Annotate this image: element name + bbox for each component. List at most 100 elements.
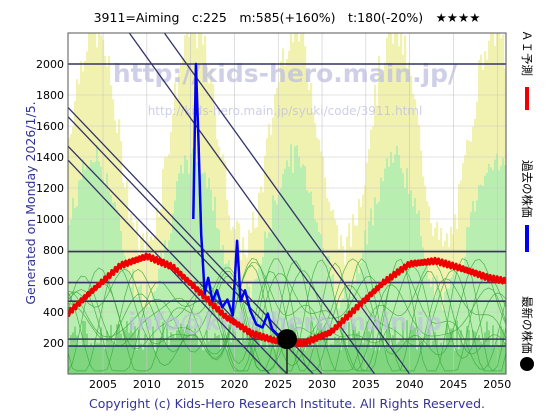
band-segment xyxy=(498,170,501,345)
band-segment xyxy=(382,336,385,374)
band-segment xyxy=(196,336,199,374)
band-segment xyxy=(478,334,481,374)
band-segment xyxy=(462,344,465,374)
band-segment xyxy=(100,327,103,374)
band-segment xyxy=(340,235,343,301)
band-segment xyxy=(376,105,379,204)
band-segment xyxy=(160,209,163,253)
band-segment xyxy=(446,288,449,324)
band-segment xyxy=(178,329,181,374)
x-tick-label: 2030 xyxy=(308,378,336,391)
band-segment xyxy=(98,33,101,162)
band-segment xyxy=(458,184,461,277)
band-segment xyxy=(432,235,435,277)
band-segment xyxy=(420,339,423,374)
band-segment xyxy=(192,148,195,336)
band-segment xyxy=(320,323,323,374)
band-segment xyxy=(384,168,387,350)
band-segment xyxy=(316,222,319,348)
band-segment xyxy=(254,279,257,334)
band-segment xyxy=(348,321,351,374)
band-segment xyxy=(278,82,281,195)
band-segment xyxy=(356,332,359,374)
band-segment xyxy=(68,224,71,348)
band-segment xyxy=(72,197,75,333)
band-segment xyxy=(272,117,275,196)
band-segment xyxy=(202,350,205,374)
band-segment xyxy=(116,132,119,210)
band-segment xyxy=(324,177,327,260)
band-segment xyxy=(318,325,321,374)
band-segment xyxy=(94,33,97,162)
band-segment xyxy=(206,67,209,189)
band-segment xyxy=(472,330,475,374)
band-segment xyxy=(348,284,351,322)
band-segment xyxy=(492,325,495,374)
band-segment xyxy=(164,240,167,343)
band-segment xyxy=(470,141,473,213)
band-segment xyxy=(180,65,183,165)
band-segment xyxy=(368,331,371,374)
band-segment xyxy=(332,344,335,374)
y-tick-label: 600 xyxy=(43,275,64,288)
band-segment xyxy=(236,275,239,339)
band-segment xyxy=(138,329,141,374)
band-segment xyxy=(300,341,303,374)
band-segment xyxy=(380,75,383,178)
band-segment xyxy=(208,341,211,374)
band-segment xyxy=(266,237,269,349)
band-segment xyxy=(484,175,487,333)
band-segment xyxy=(104,349,107,374)
band-segment xyxy=(434,332,437,374)
band-segment xyxy=(426,335,429,374)
band-segment xyxy=(322,156,325,248)
band-segment xyxy=(346,348,349,374)
band-segment xyxy=(488,163,491,331)
band-segment xyxy=(174,337,177,374)
band-segment xyxy=(454,350,457,374)
band-segment xyxy=(172,213,175,335)
band-segment xyxy=(418,347,421,374)
band-segment xyxy=(204,35,207,173)
x-tick-label: 2045 xyxy=(439,378,467,391)
band-segment xyxy=(462,163,465,267)
band-segment xyxy=(398,46,401,155)
band-segment xyxy=(342,333,345,374)
band-segment xyxy=(222,333,225,374)
band-segment xyxy=(76,79,79,207)
band-segment xyxy=(498,33,501,171)
band-segment xyxy=(356,265,359,333)
band-segment xyxy=(404,35,407,188)
band-segment xyxy=(236,338,239,374)
band-segment xyxy=(70,219,73,336)
band-segment xyxy=(142,349,145,374)
band-segment xyxy=(324,259,327,327)
band-segment xyxy=(408,62,411,194)
band-segment xyxy=(186,325,189,374)
band-segment xyxy=(402,173,405,323)
band-segment xyxy=(156,207,159,288)
trend-line xyxy=(128,33,376,374)
price-line xyxy=(192,62,286,341)
band-segment xyxy=(380,177,383,332)
band-segment xyxy=(504,164,506,343)
band-segment xyxy=(162,321,165,374)
band-segment xyxy=(340,349,343,374)
band-segment xyxy=(68,347,71,374)
band-segment xyxy=(262,256,265,323)
band-segment xyxy=(242,237,245,294)
band-segment xyxy=(88,167,91,346)
band-segment xyxy=(104,185,107,350)
band-segment xyxy=(166,248,169,324)
band-segment xyxy=(458,348,461,374)
band-segment xyxy=(184,333,187,374)
band-segment xyxy=(370,208,373,348)
band-segment xyxy=(166,323,169,374)
band-segment xyxy=(252,211,255,283)
band-segment xyxy=(128,271,131,333)
band-segment xyxy=(288,337,291,374)
band-segment xyxy=(334,219,337,298)
band-segment xyxy=(132,222,135,269)
band-segment xyxy=(138,286,141,330)
band-segment xyxy=(182,57,185,174)
